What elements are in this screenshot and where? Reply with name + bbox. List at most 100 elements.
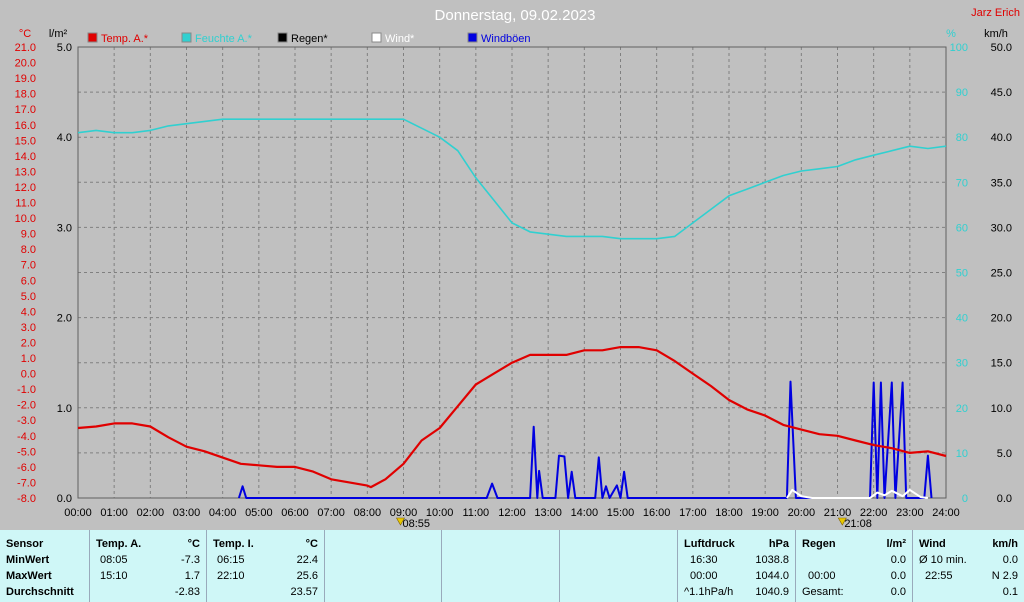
- temp-tick-label: 1.0: [21, 353, 36, 365]
- legend-swatch: [181, 32, 192, 43]
- temp-i-header: Temp. I.: [213, 538, 254, 550]
- temp-tick-label: -8.0: [17, 493, 36, 505]
- x-tick-label: 22:00: [860, 507, 888, 519]
- legend: Temp. A.* Feuchte A.* Regen* Wind* Windböen: [87, 32, 531, 45]
- temp-tick-label: -3.0: [17, 415, 36, 427]
- sunrise-marker: [395, 517, 406, 526]
- temp-i-unit: °C: [305, 538, 318, 550]
- temp-a-max-value: 1.7: [184, 570, 200, 582]
- temp-tick-label: 13.0: [15, 166, 36, 178]
- author-label: Jarz Erich: [971, 7, 1020, 19]
- humidity-tick-label: 70: [956, 177, 968, 189]
- temp-i-min-time: 06:15: [217, 554, 245, 566]
- legend-label: Windböen: [481, 33, 531, 45]
- humidity-tick-label: 50: [956, 268, 968, 280]
- temp-a-unit: °C: [187, 538, 200, 550]
- temp-a-min-value: -7.3: [181, 554, 200, 566]
- humidity-unit-label: %: [946, 28, 956, 40]
- sun-markers: 08:55 21:08: [395, 517, 872, 530]
- humidity-tick-label: 80: [956, 132, 968, 144]
- rain-max-time: 00:00: [808, 570, 836, 582]
- temp-tick-label: 19.0: [15, 73, 36, 85]
- rain-tick-label: 0.0: [57, 493, 72, 505]
- maxwert-label: MaxWert: [6, 570, 52, 582]
- stats-table: Sensor MinWert MaxWert Durchschnitt Temp…: [0, 530, 1024, 602]
- temp-a-header: Temp. A.: [96, 538, 142, 550]
- series-tempa-line: [77, 346, 947, 489]
- wind-tick-label: 40.0: [991, 132, 1012, 144]
- temp-tick-label: 11.0: [15, 198, 36, 210]
- temp-tick-label: 3.0: [21, 322, 36, 334]
- temp-tick-label: 0.0: [21, 369, 36, 381]
- temp-tick-label: 4.0: [21, 306, 36, 318]
- col-empty-3: [560, 530, 678, 602]
- pressure-header: Luftdruck: [684, 538, 735, 550]
- pressure-max-value: 1044.0: [755, 570, 789, 582]
- legend-label: Regen*: [291, 33, 328, 45]
- series-layer: [77, 118, 947, 499]
- sunset-time: 21:08: [844, 518, 872, 530]
- humidity-tick-label: 30: [956, 358, 968, 370]
- temp-i-min-value: 22.4: [296, 554, 318, 566]
- x-tick-label: 10:00: [426, 507, 454, 519]
- wind-unit: km/h: [992, 538, 1018, 550]
- series-feuchtea-line: [77, 118, 947, 240]
- sunset-marker: [837, 517, 847, 526]
- col-temp-i: Temp. I. °C 06:15 22.4 22:10 25.6 23.57: [207, 530, 325, 602]
- pressure-min-value: 1038.8: [755, 554, 789, 566]
- temp-tick-label: 12.0: [15, 182, 36, 194]
- x-tick-label: 01:00: [100, 507, 128, 519]
- temp-tick-label: -2.0: [17, 400, 36, 412]
- x-tick-label: 20:00: [788, 507, 816, 519]
- temp-tick-label: -7.0: [17, 477, 36, 489]
- legend-swatch: [277, 32, 288, 43]
- pressure-max-time: 00:00: [690, 570, 718, 582]
- axes: 21.0 20.0 19.0 18.0 17.0 16.0 15.0 14.0 13.0 12.0…: [15, 28, 1012, 519]
- humidity-tick-label: 10: [956, 448, 968, 460]
- wind-tick-label: 45.0: [991, 87, 1012, 99]
- legend-swatch: [371, 32, 382, 43]
- temp-tick-label: 15.0: [15, 135, 36, 147]
- humidity-tick-label: 0: [962, 493, 968, 505]
- col-luftdruck: Luftdruck hPa 16:30 1038.8 00:00 1044.0 ^1.…: [678, 530, 796, 602]
- x-tick-label: 23:00: [896, 507, 924, 519]
- pressure-avg-value: 1040.9: [755, 586, 789, 598]
- legend-swatch: [87, 32, 98, 43]
- rain-max-value: 0.0: [890, 570, 906, 582]
- col-sensor: Sensor MinWert MaxWert Durchschnitt: [0, 530, 90, 602]
- x-tick-label: 09:00: [390, 507, 418, 519]
- temp-i-avg-value: 23.57: [290, 586, 318, 598]
- wind-tick-label: 20.0: [991, 313, 1012, 325]
- sensor-header: Sensor: [6, 538, 44, 550]
- x-tick-label: 17:00: [679, 507, 707, 519]
- wind-tick-label: 30.0: [991, 222, 1012, 234]
- rain-min-value: 0.0: [890, 554, 906, 566]
- wind-avg-value: 0.0: [1002, 554, 1018, 566]
- legend-label: Wind*: [385, 33, 415, 45]
- x-tick-label: 04:00: [209, 507, 237, 519]
- temp-unit-label: °C: [19, 28, 31, 40]
- x-tick-label: 03:00: [173, 507, 201, 519]
- temp-tick-label: 10.0: [15, 213, 36, 225]
- legend-label: Feuchte A.*: [195, 33, 253, 45]
- rain-tick-label: 1.0: [57, 403, 72, 415]
- rain-tick-label: 4.0: [57, 132, 72, 144]
- x-tick-label: 15:00: [607, 507, 635, 519]
- temp-tick-label: 9.0: [21, 229, 36, 241]
- wind-max-value: N 2.9: [991, 570, 1018, 582]
- temp-tick-label: -5.0: [17, 446, 36, 458]
- temp-tick-label: -6.0: [17, 462, 36, 474]
- legend-swatch: [467, 32, 478, 43]
- temp-a-min-time: 08:05: [100, 554, 128, 566]
- series-wind-line: [786, 488, 929, 499]
- durchschnitt-label: Durchschnitt: [6, 586, 74, 598]
- temp-a-max-time: 15:10: [100, 570, 128, 582]
- wind-tick-label: 50.0: [991, 42, 1012, 54]
- temp-tick-label: -1.0: [17, 384, 36, 396]
- rain-total-value: 0.0: [890, 586, 906, 598]
- pressure-trend: ^1.1hPa/h: [684, 586, 734, 598]
- sunrise-time: 08:55: [402, 518, 430, 530]
- col-empty-2: [442, 530, 560, 602]
- x-tick-label: 07:00: [317, 507, 345, 519]
- x-tick-label: 08:00: [354, 507, 382, 519]
